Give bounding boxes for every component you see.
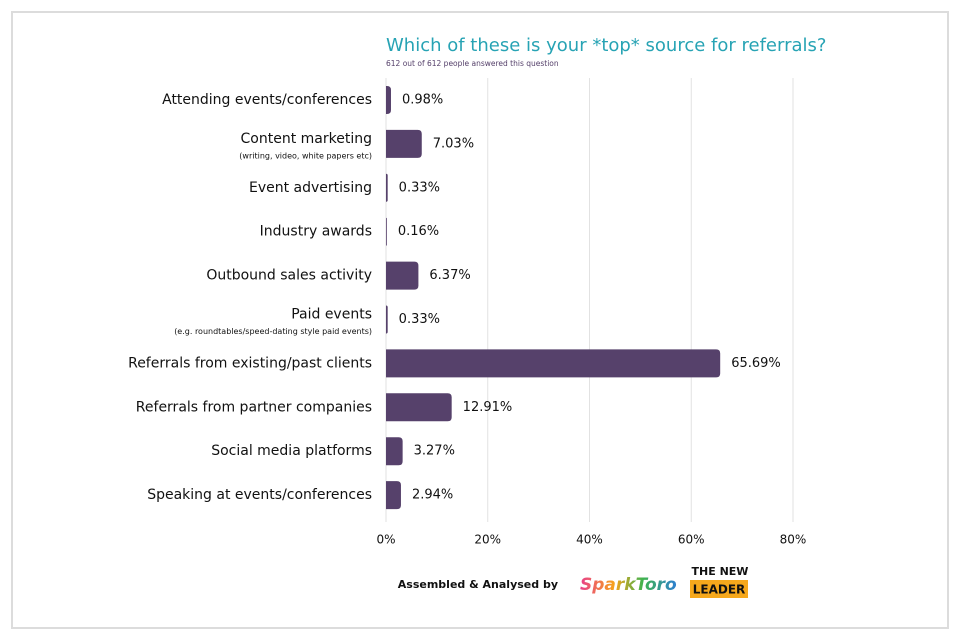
data-label: 0.33%: [399, 180, 440, 195]
category-note: (e.g. roundtables/speed-dating style pai…: [174, 327, 372, 336]
chart-subtitle: 612 out of 612 people answered this ques…: [386, 59, 559, 68]
x-tick-label: 60%: [678, 533, 705, 547]
frame: [11, 11, 949, 629]
bar: [386, 349, 721, 378]
y-tick-label: Referrals from partner companies: [136, 399, 372, 415]
data-label: 2.94%: [412, 488, 453, 503]
x-tick-label: 40%: [576, 533, 603, 547]
bar: [386, 129, 422, 158]
data-label: 0.33%: [399, 312, 440, 327]
partner-line: THE NEW: [692, 565, 749, 578]
data-label: 3.27%: [414, 444, 455, 459]
x-tick-label: 80%: [780, 533, 807, 547]
data-label: 0.16%: [398, 224, 439, 239]
y-tick-label: Outbound sales activity: [206, 268, 372, 284]
y-tick-label: Speaking at events/conferences: [147, 487, 372, 503]
category-note: (writing, video, white papers etc): [239, 151, 372, 160]
y-tick-label: Industry awards: [260, 224, 372, 240]
bar: [386, 217, 387, 246]
y-tick-label: Content marketing: [241, 131, 372, 147]
y-tick-label: Paid events: [291, 307, 372, 323]
y-tick-label: Social media platforms: [211, 443, 372, 459]
data-label: 7.03%: [433, 136, 474, 151]
bar: [386, 261, 419, 290]
bar: [386, 481, 401, 510]
plot: 0% 20% 40% 60% 80% Attending events/conferenc…: [128, 78, 806, 547]
partner-line: LEADER: [693, 583, 746, 597]
bar: [386, 393, 452, 422]
bar: [386, 173, 388, 202]
data-label: 6.37%: [429, 268, 470, 283]
bar: [386, 305, 388, 334]
data-label: 65.69%: [731, 356, 781, 371]
data-label: 12.91%: [463, 400, 513, 415]
chart-title: Which of these is your *top* source for …: [386, 35, 826, 56]
y-tick-label: Event advertising: [249, 180, 372, 196]
bar: [386, 86, 391, 114]
bar: [386, 437, 403, 466]
brand: SparkToro: [580, 575, 677, 595]
data-label: 0.98%: [402, 93, 443, 108]
partner-badge: [690, 580, 748, 598]
x-tick-label: 0%: [376, 533, 395, 547]
y-tick-label: Referrals from existing/past clients: [128, 355, 372, 371]
credit: Assembled & Analysed by: [398, 578, 558, 591]
x-tick-label: 20%: [474, 533, 501, 547]
y-tick-label: Attending events/conferences: [162, 92, 372, 108]
